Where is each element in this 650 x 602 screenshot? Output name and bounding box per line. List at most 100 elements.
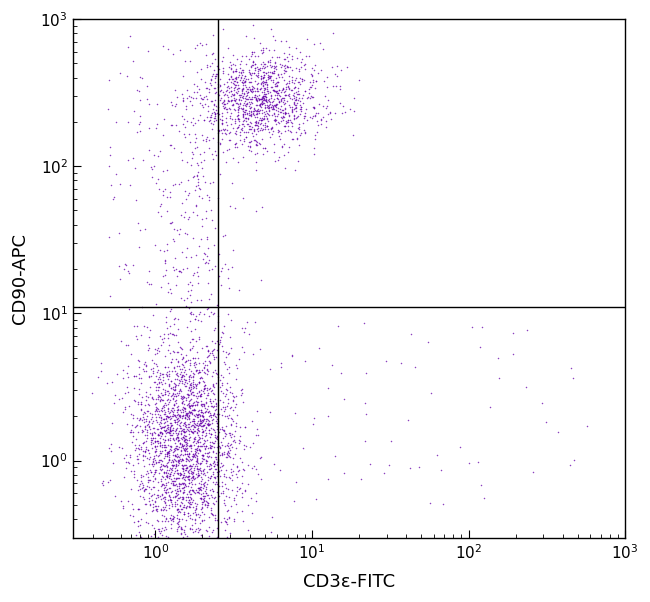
Point xyxy=(198,411,208,420)
Point xyxy=(224,492,234,501)
Point xyxy=(153,406,164,416)
Point xyxy=(136,404,146,414)
Point xyxy=(280,93,290,103)
Point xyxy=(153,451,163,461)
Point xyxy=(224,83,234,93)
Point xyxy=(213,468,223,477)
Point xyxy=(170,399,181,408)
Point xyxy=(261,102,272,112)
Point xyxy=(211,399,222,409)
Point xyxy=(166,497,176,506)
Point xyxy=(237,152,248,162)
Point xyxy=(223,96,233,105)
Point xyxy=(148,523,159,533)
Point xyxy=(304,51,314,60)
Point xyxy=(318,113,328,122)
Point xyxy=(207,155,218,164)
Point xyxy=(87,388,98,398)
Point xyxy=(239,107,250,117)
Point xyxy=(205,96,216,106)
Point xyxy=(254,90,265,99)
Point xyxy=(203,406,214,415)
Point xyxy=(186,467,196,476)
Point xyxy=(138,412,148,422)
Point xyxy=(175,454,185,464)
Point xyxy=(177,524,187,534)
Point xyxy=(210,411,220,421)
Point xyxy=(185,346,195,355)
Point xyxy=(188,459,198,469)
Point xyxy=(136,415,147,424)
Point xyxy=(145,389,155,399)
Point xyxy=(246,107,256,117)
Point xyxy=(164,349,175,358)
Point xyxy=(177,355,187,364)
Point xyxy=(148,506,158,515)
Point xyxy=(162,422,173,432)
Point xyxy=(200,454,210,464)
Point xyxy=(134,527,144,537)
Point xyxy=(213,128,223,138)
Point xyxy=(253,70,263,80)
Point xyxy=(134,369,144,379)
Point xyxy=(115,275,125,284)
Point xyxy=(253,64,263,73)
Point xyxy=(278,95,289,105)
Point xyxy=(246,111,256,121)
Point xyxy=(231,98,242,108)
Point xyxy=(158,272,168,281)
Point xyxy=(149,377,159,387)
Point xyxy=(237,471,247,481)
Point xyxy=(252,148,263,158)
Point xyxy=(247,122,257,132)
Point xyxy=(133,397,144,407)
Point xyxy=(283,71,294,81)
Point xyxy=(288,134,298,144)
Point xyxy=(150,465,160,474)
Point xyxy=(194,444,204,454)
Point xyxy=(226,108,236,118)
Point xyxy=(227,471,237,480)
Point xyxy=(163,477,174,486)
Point xyxy=(186,473,196,483)
Point xyxy=(204,356,214,366)
Point xyxy=(162,423,172,433)
Point xyxy=(336,368,346,378)
Point xyxy=(156,460,166,470)
Point xyxy=(348,93,359,103)
Point xyxy=(163,379,174,389)
Point xyxy=(153,477,164,486)
Point xyxy=(189,450,200,460)
Point xyxy=(225,387,235,397)
Point xyxy=(214,482,224,491)
Point xyxy=(133,355,143,365)
Point xyxy=(235,431,246,441)
Point xyxy=(241,88,252,98)
Point xyxy=(147,506,157,515)
Point xyxy=(196,373,207,383)
Point xyxy=(219,104,229,113)
Point xyxy=(212,418,222,428)
Point xyxy=(200,477,210,487)
Point xyxy=(202,365,212,374)
Point xyxy=(263,116,274,125)
Point xyxy=(111,169,121,178)
Point xyxy=(172,473,182,483)
Point xyxy=(257,96,267,106)
Point xyxy=(280,121,290,131)
Point xyxy=(278,83,288,93)
Point xyxy=(204,473,214,483)
Point xyxy=(252,100,262,110)
Point xyxy=(168,49,178,59)
Point xyxy=(256,71,266,81)
Point xyxy=(245,124,255,134)
Point xyxy=(259,143,270,153)
Point xyxy=(144,123,154,132)
Point xyxy=(141,484,151,494)
Point xyxy=(167,391,177,400)
Point xyxy=(300,111,310,121)
Point xyxy=(159,400,169,409)
Point xyxy=(182,464,192,473)
Point xyxy=(198,450,209,460)
Point xyxy=(166,403,177,413)
